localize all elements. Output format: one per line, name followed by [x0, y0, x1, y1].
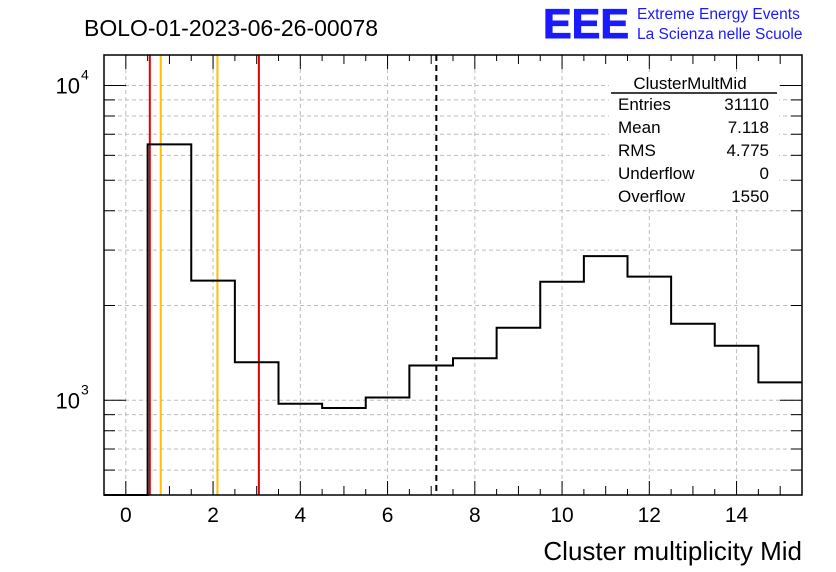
stats-row-label: Entries: [618, 95, 671, 114]
stats-row-value: 0: [760, 164, 769, 183]
x-tick-label: 2: [207, 504, 219, 527]
y-tick-exponent: 3: [81, 381, 89, 397]
eee-logo-line2: La Scienza nelle Scuole: [637, 26, 802, 43]
x-tick-label: 14: [725, 504, 749, 527]
x-tick-label: 12: [638, 504, 661, 527]
x-tick-label: 6: [382, 504, 394, 527]
stats-rows: Entries 31110 Mean 7.118 RMS 4.775 Underflow 0 O…: [618, 95, 769, 206]
x-tick-label: 0: [120, 504, 132, 527]
stats-row-label: Overflow: [618, 187, 686, 206]
stats-row-label: RMS: [618, 141, 656, 160]
stats-row-value: 4.775: [726, 141, 769, 160]
x-axis-label: Cluster multiplicity Mid: [543, 536, 802, 566]
stats-title: ClusterMultMid: [633, 74, 746, 93]
histogram-line: [104, 143, 802, 496]
stats-row-label: Underflow: [618, 164, 695, 183]
x-tick-label: 4: [294, 504, 306, 527]
eee-logo-line1: Extreme Energy Events: [637, 6, 800, 23]
frame-layer: [103, 54, 803, 496]
eee-logo: EEE Extreme Energy Events La Scienza nel…: [543, 0, 803, 48]
marker-layer: [148, 55, 438, 495]
stats-row-value: 31110: [724, 95, 769, 114]
eee-logo-mark: EEE: [543, 0, 629, 47]
x-tick-label: 8: [469, 504, 481, 527]
histogram-layer: [104, 143, 802, 496]
stats-row-label: Mean: [618, 118, 661, 137]
run-title: BOLO-01-2023-06-26-00078: [84, 15, 378, 41]
stats-row-value: 7.118: [728, 118, 769, 137]
y-tick-label: 10: [56, 388, 80, 413]
stats-row-value: 1550: [731, 187, 769, 206]
y-tick-exponent: 4: [81, 67, 89, 83]
y-tick-label: 10: [56, 74, 80, 99]
stats-box: ClusterMultMid Entries 31110 Mean 7.118 RMS 4…: [609, 72, 779, 208]
x-tick-label: 10: [550, 504, 573, 527]
